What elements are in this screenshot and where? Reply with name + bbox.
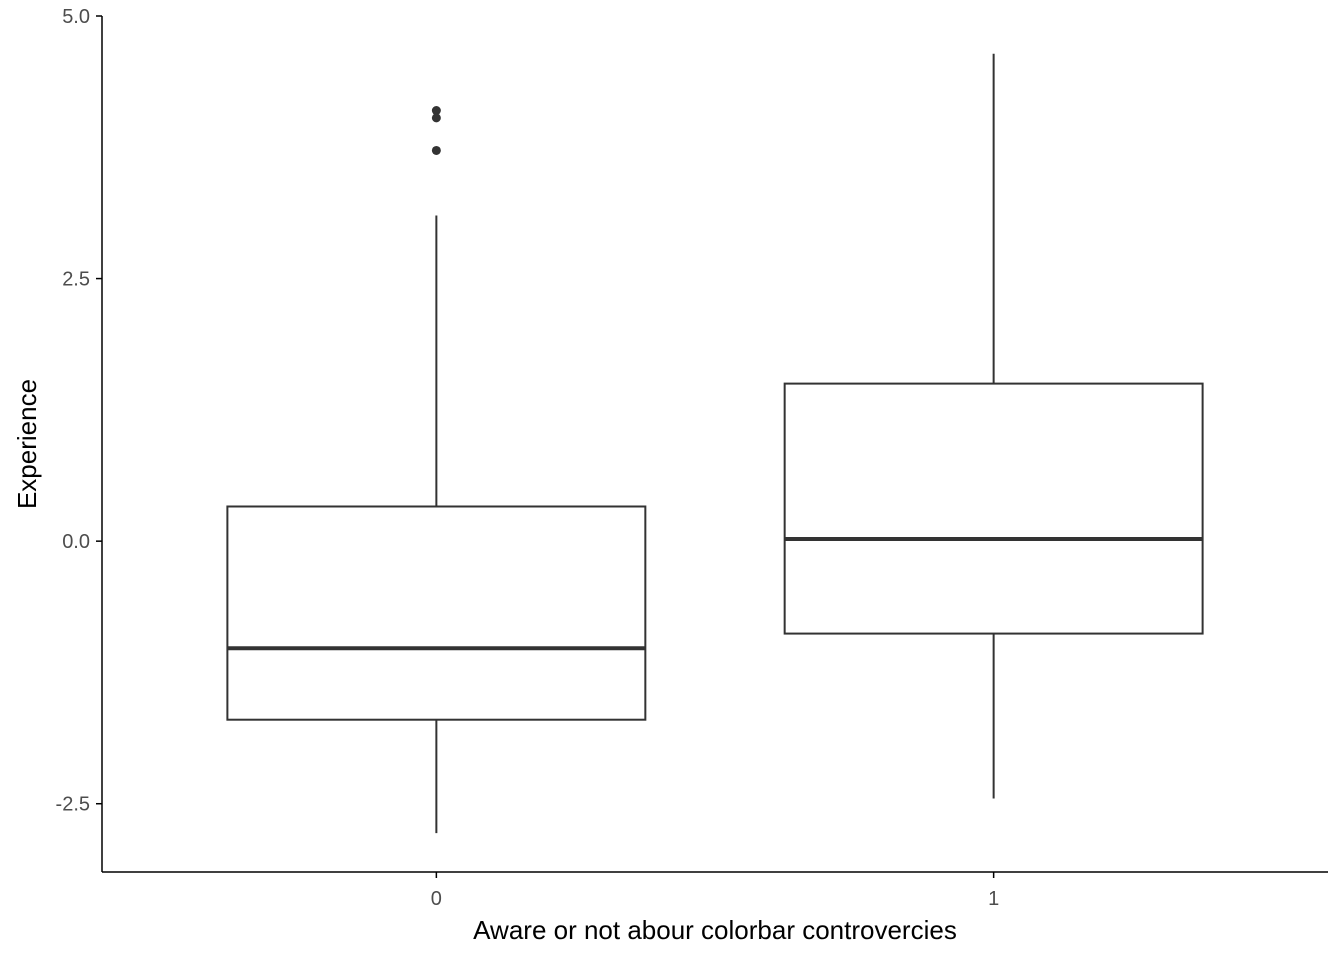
y-tick-label-1: 0.0 [62,531,90,553]
box-0 [226,505,647,721]
box-group-0 [226,106,647,834]
y-tick-label-0: -2.5 [56,794,90,816]
x-axis-title: Aware or not abour colorbar controvercie… [473,915,957,945]
box-group-1 [783,53,1204,799]
y-tick-label-3: 5.0 [62,6,90,28]
x-tick-label-1: 1 [988,888,999,910]
y-axis-title: Experience [12,379,42,509]
outlier-point-0-1 [431,113,441,123]
x-tick-label-0: 0 [431,888,442,910]
box-1 [783,382,1204,635]
plot-area [226,53,1204,834]
y-ticks: -2.5 0.0 2.5 5.0 [56,6,102,816]
outlier-point-0-2 [431,145,441,155]
y-tick-label-2: 2.5 [62,269,90,291]
outlier-point-0-0 [431,106,441,116]
